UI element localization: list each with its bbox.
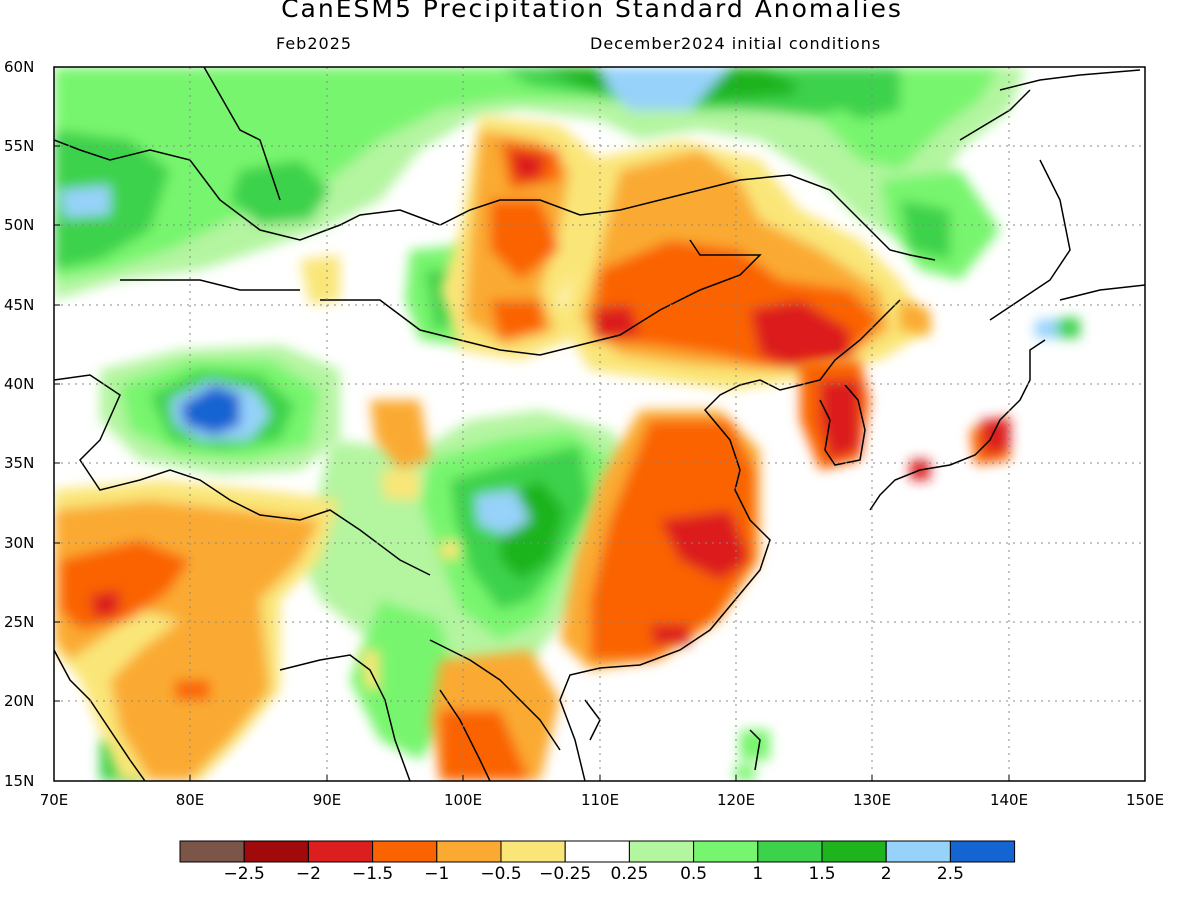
- lat-label: 30N: [4, 534, 35, 552]
- colorbar-label: 0.5: [680, 864, 708, 884]
- initial-conditions: December2024 initial conditions: [590, 34, 882, 53]
- colorbar-swatch: [693, 840, 759, 863]
- colorbar-swatch: [436, 840, 502, 863]
- colorbar-label: −0.5: [480, 864, 522, 884]
- tick-marks: [53, 66, 1146, 782]
- lon-label: 90E: [312, 791, 342, 809]
- lat-label: 45N: [4, 296, 35, 314]
- lat-label: 15N: [4, 772, 35, 790]
- colorbar-label: 2.5: [936, 864, 964, 884]
- colorbar-label: 1: [752, 864, 764, 884]
- colorbar-swatch: [628, 840, 695, 863]
- colorbar-swatch: [885, 840, 951, 863]
- colorbar-label: 0.25: [610, 864, 649, 884]
- colorbar-label: −1.5: [351, 864, 394, 884]
- lat-label: 25N: [4, 613, 35, 631]
- colorbar: [179, 840, 1016, 863]
- lat-label: 50N: [4, 216, 35, 234]
- lon-label: 110E: [580, 791, 620, 809]
- colorbar-swatch: [179, 840, 245, 863]
- lon-label: 120E: [716, 791, 756, 809]
- colorbar-swatch: [821, 840, 887, 863]
- map-title: CanESM5 Precipitation Standard Anomalies: [281, 0, 903, 23]
- coastlines-borders: [54, 67, 1145, 781]
- colorbar-swatch: [949, 840, 1016, 863]
- colorbar-swatch: [243, 840, 309, 863]
- colorbar-label: 2: [880, 864, 892, 884]
- lon-label: 100E: [443, 791, 483, 809]
- colorbar-label: −1: [424, 864, 450, 884]
- colorbar-swatch: [564, 840, 630, 863]
- colorbar-swatch: [500, 840, 566, 863]
- lat-label: 60N: [4, 58, 35, 76]
- lon-label: 80E: [175, 791, 205, 809]
- colorbar-label: −2: [295, 864, 321, 884]
- graticule: [54, 67, 1145, 781]
- lat-label: 55N: [4, 137, 35, 155]
- lon-label: 70E: [39, 791, 69, 809]
- colorbar-label: −2.5: [223, 864, 265, 884]
- lat-label: 35N: [4, 454, 35, 472]
- colorbar-label: −0.25: [539, 864, 592, 884]
- lat-label: 20N: [4, 692, 35, 710]
- colorbar-swatch: [307, 840, 374, 863]
- lat-label: 40N: [4, 375, 35, 393]
- lon-label: 140E: [989, 791, 1029, 809]
- lon-label: 150E: [1125, 791, 1165, 809]
- lon-label: 130E: [852, 791, 892, 809]
- forecast-month: Feb2025: [276, 34, 353, 53]
- colorbar-label: 1.5: [808, 864, 836, 884]
- colorbar-swatch: [757, 840, 823, 863]
- colorbar-swatch: [372, 840, 438, 863]
